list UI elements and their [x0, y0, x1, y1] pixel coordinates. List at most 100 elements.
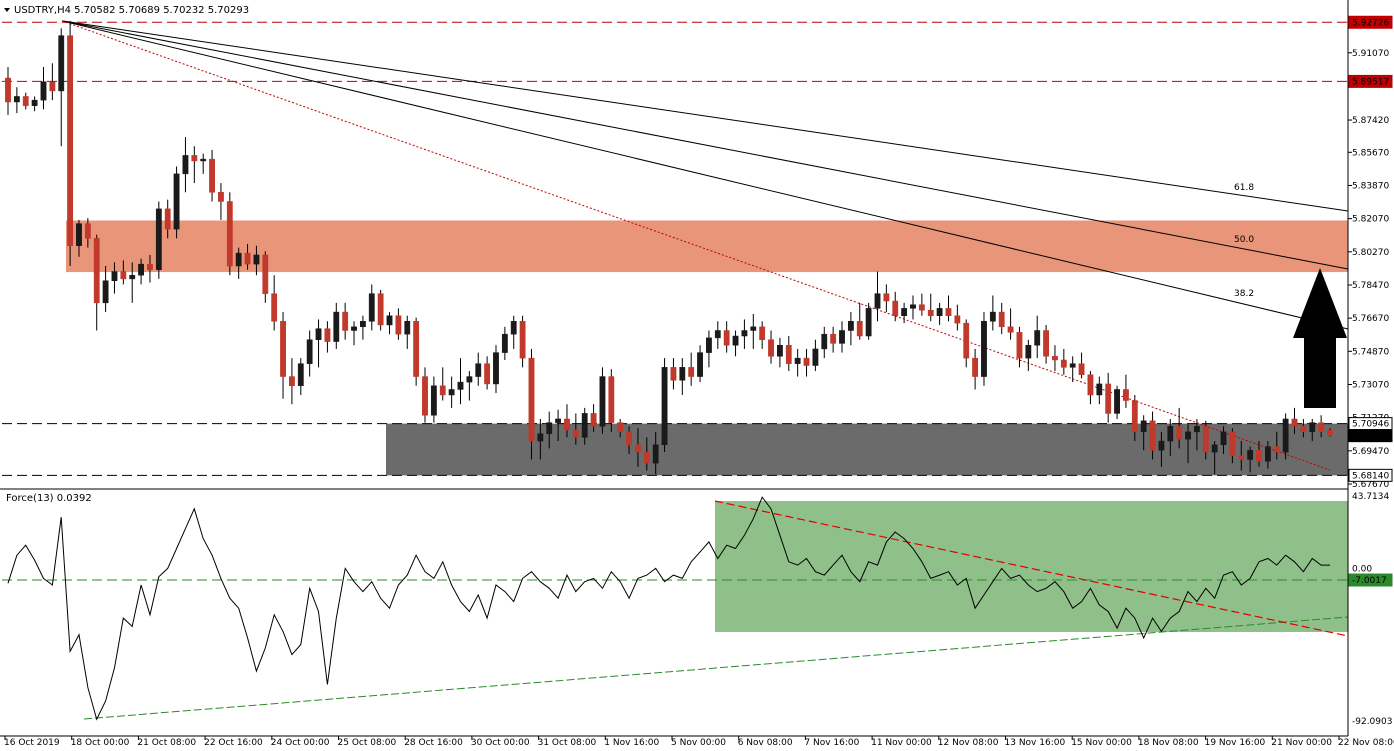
force-tick-label: -92.0903: [1352, 717, 1392, 727]
candle-body: [776, 344, 783, 357]
candle-body: [84, 223, 91, 239]
price-marker-box: [1348, 429, 1393, 443]
time-axis: 16 Oct 2019 18 Oct 00:00 21 Oct 08:00 22 Oc…: [4, 736, 1394, 748]
candle-body: [457, 381, 464, 390]
up-arrow-icon: [1293, 268, 1347, 408]
candle-body: [1060, 359, 1067, 368]
price-tick-label: 5.83870: [1352, 181, 1389, 191]
candle-body: [147, 263, 153, 270]
candle-body: [13, 96, 20, 103]
candle-body: [741, 330, 748, 337]
candle-body: [1007, 326, 1014, 333]
force-marker-box: [1348, 573, 1393, 587]
candle-body: [989, 311, 996, 322]
candle-body: [448, 389, 455, 396]
time-tick-label: 19 Nov 16:00: [1205, 738, 1266, 748]
fib-line-38-2: [61, 20, 1349, 330]
candle-body: [1309, 422, 1316, 433]
time-tick-label: 21 Oct 08:00: [137, 738, 196, 748]
candle-body: [333, 311, 340, 342]
price-marker-label: 5.70946: [1352, 420, 1389, 430]
candle-body: [1016, 332, 1023, 359]
force-trend-green: [83, 616, 1349, 720]
candle-body: [1273, 446, 1280, 453]
candle-body: [182, 155, 189, 175]
price-tick-label: 5.69470: [1352, 447, 1389, 457]
time-tick-label: 24 Oct 00:00: [271, 738, 330, 748]
candle-body: [31, 99, 38, 106]
candle-body: [626, 431, 632, 445]
candle-body: [1211, 444, 1218, 453]
collapse-triangle-icon[interactable]: [4, 8, 10, 12]
candle-body: [564, 418, 570, 431]
candle-body: [1078, 363, 1085, 375]
candle-body: [581, 413, 588, 438]
candle-body: [129, 274, 136, 280]
candle-body: [732, 335, 739, 346]
candle-body: [723, 330, 730, 346]
candle-body: [40, 81, 47, 101]
candle-body: [847, 321, 854, 331]
candle-body: [306, 339, 313, 364]
force-zone-layer: [715, 501, 1348, 632]
candle-body: [1318, 422, 1325, 433]
candle-body: [5, 77, 11, 103]
candle-body: [635, 444, 641, 453]
candle-body: [244, 252, 251, 265]
force-marker-label: -7.0017: [1352, 576, 1387, 586]
candle-body: [1176, 426, 1183, 440]
fib-line-61-8: [61, 20, 1349, 212]
candle-body: [218, 192, 224, 202]
candle-body: [1202, 426, 1209, 453]
price-tick-label: 5.80270: [1352, 248, 1389, 258]
candle-body: [439, 385, 446, 396]
price-tick-label: 5.74870: [1352, 347, 1389, 357]
candle-body: [120, 271, 127, 280]
candle-body: [839, 330, 845, 344]
price-panel: 61.8 50.0 38.2 5.91070 5.89517 5.87420 5.8567…: [2, 5, 1393, 490]
candle-body: [670, 367, 677, 381]
candle-body: [750, 326, 757, 331]
time-tick-label: 1 Nov 16:00: [604, 738, 659, 748]
price-tick-label: 5.73070: [1352, 380, 1389, 390]
candle-body: [768, 339, 774, 357]
candle-body: [537, 433, 544, 442]
candle-body: [697, 352, 703, 377]
candle-body: [528, 357, 535, 442]
force-title: Force(13) 0.0392: [6, 493, 92, 504]
price-scale: 5.91070 5.89517 5.87420 5.85670 5.83870 5.820…: [1348, 15, 1393, 490]
candle-body: [200, 158, 207, 162]
candle-body: [1327, 430, 1333, 436]
candle-body: [803, 357, 810, 366]
candle-body: [759, 326, 766, 340]
candle-body: [368, 293, 375, 322]
candle-body: [812, 348, 819, 366]
candle-body: [271, 293, 278, 322]
time-tick-label: 22 Nov 08:00: [1338, 738, 1394, 748]
time-tick-label: 25 Oct 08:00: [338, 738, 397, 748]
candle-body: [865, 308, 872, 337]
price-marker-box: [1348, 74, 1393, 88]
time-tick-label: 21 Nov 00:00: [1271, 738, 1332, 748]
fib-label: 61.8: [1234, 183, 1254, 193]
candle-body: [856, 321, 863, 337]
time-tick-label: 11 Nov 00:00: [871, 738, 932, 748]
time-tick-label: 5 Nov 00:00: [671, 738, 726, 748]
fib-line-50-0: [61, 20, 1349, 270]
candle-body: [874, 293, 881, 309]
candle-body: [1114, 389, 1120, 414]
candle-body: [936, 308, 943, 317]
candle-body: [209, 158, 215, 193]
candle-body: [546, 422, 553, 434]
candle-body: [1025, 344, 1032, 359]
candle-body: [351, 326, 357, 331]
candle-body: [67, 35, 74, 246]
candle-body: [1194, 426, 1200, 433]
candle-body: [138, 263, 144, 276]
price-marker-label: 5.68140: [1352, 471, 1389, 481]
candle-body: [102, 280, 109, 304]
candle-body: [892, 300, 899, 317]
candle-body: [262, 254, 269, 294]
force-tick-label: 43.7134: [1352, 492, 1389, 502]
candle-body: [652, 444, 659, 464]
